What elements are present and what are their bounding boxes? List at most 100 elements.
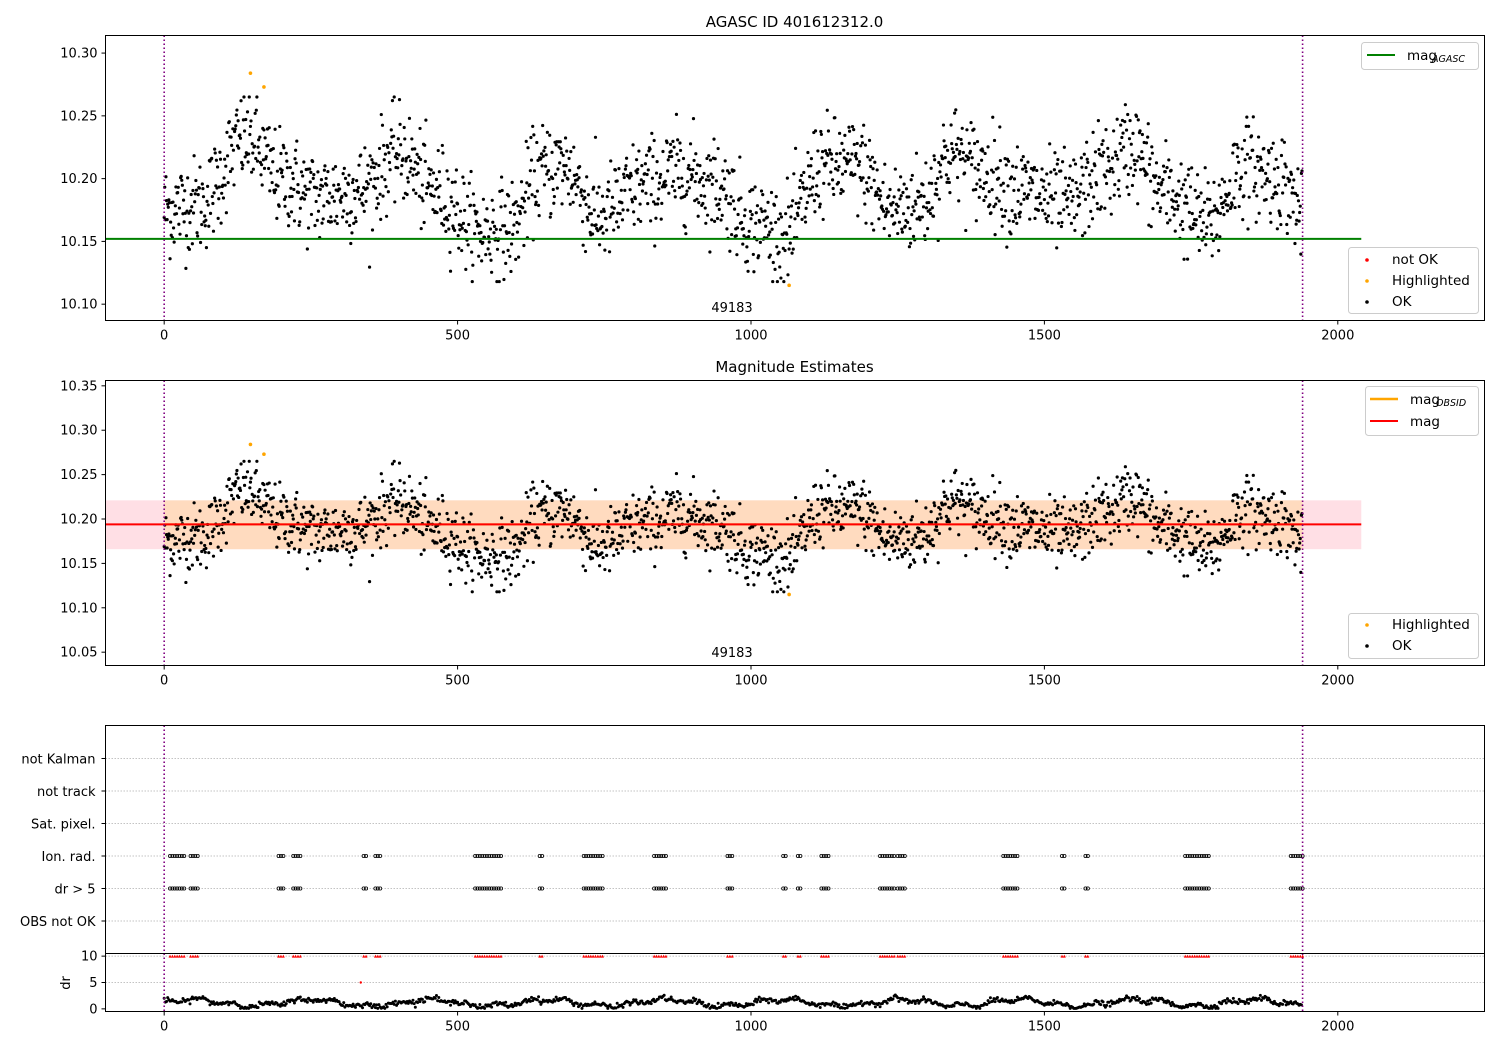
ok-point xyxy=(1171,189,1175,193)
ok-point xyxy=(335,214,339,218)
ok-point xyxy=(870,222,874,226)
ok-point xyxy=(457,566,461,570)
ok-point xyxy=(1068,517,1072,521)
ok-point xyxy=(236,119,240,123)
ok-point xyxy=(583,530,587,535)
ok-point xyxy=(1018,544,1022,548)
ok-point xyxy=(173,204,177,208)
ok-point xyxy=(402,481,406,485)
ok-point xyxy=(187,567,192,571)
ok-point xyxy=(521,537,525,542)
ok-point xyxy=(825,108,829,112)
ok-point xyxy=(1037,195,1041,199)
ok-point xyxy=(379,217,383,221)
ok-point xyxy=(322,168,326,172)
dr-point xyxy=(292,1001,296,1005)
ok-point xyxy=(416,162,420,166)
ok-point xyxy=(427,184,432,188)
ok-point xyxy=(937,197,941,201)
ok-point xyxy=(1106,502,1110,506)
ok-point xyxy=(525,520,529,524)
ok-point xyxy=(177,222,181,226)
y-tick-label: dr > 5 xyxy=(54,883,95,898)
ok-point xyxy=(397,461,402,465)
ok-point xyxy=(1096,119,1100,123)
ok-point xyxy=(269,513,273,517)
dr-point xyxy=(226,1000,230,1004)
ok-point xyxy=(345,220,349,224)
ok-point xyxy=(494,553,498,557)
ok-point xyxy=(590,232,595,236)
ok-point xyxy=(495,590,499,594)
ok-point xyxy=(653,535,657,539)
ok-point xyxy=(813,540,817,545)
ok-point xyxy=(1212,180,1216,185)
ok-point xyxy=(406,180,410,184)
x-tick-label: 1500 xyxy=(1028,329,1061,344)
ok-point xyxy=(377,508,381,512)
ok-point xyxy=(878,525,882,530)
ok-point xyxy=(801,181,805,185)
ok-point xyxy=(432,194,436,198)
ok-point xyxy=(518,211,522,216)
ok-point xyxy=(448,569,452,573)
p2-lines xyxy=(163,725,1304,954)
ok-point xyxy=(323,508,327,512)
ok-point xyxy=(996,509,1000,514)
ok-point xyxy=(552,201,556,205)
dr-point xyxy=(494,1000,498,1004)
ok-point xyxy=(1053,527,1058,531)
ok-point xyxy=(1074,180,1078,185)
ok-point xyxy=(339,200,343,204)
ok-point xyxy=(392,487,396,491)
dr-point xyxy=(393,999,397,1003)
dr-gt-5-point xyxy=(783,886,788,891)
ok-point xyxy=(458,228,462,232)
ok-point xyxy=(377,496,382,500)
ok-point xyxy=(463,539,467,544)
ok-point xyxy=(1089,540,1093,544)
ok-point xyxy=(599,540,603,545)
ok-point xyxy=(217,185,221,189)
ok-point xyxy=(1179,162,1183,166)
ok-point xyxy=(705,156,709,161)
ok-point xyxy=(595,527,599,531)
ok-point xyxy=(741,563,745,567)
ok-point xyxy=(191,211,196,215)
ok-point xyxy=(478,550,482,554)
ok-point xyxy=(836,180,841,185)
ok-point xyxy=(386,190,390,194)
highlighted-point xyxy=(248,71,253,75)
ok-point xyxy=(375,538,379,542)
ok-point xyxy=(234,124,238,128)
ok-point xyxy=(814,192,818,197)
ok-point xyxy=(724,529,728,533)
ok-point xyxy=(273,482,277,486)
ok-point xyxy=(1111,512,1115,516)
ok-point xyxy=(1122,145,1126,149)
ok-point xyxy=(374,162,378,166)
dr-point xyxy=(304,998,308,1002)
ok-point xyxy=(196,193,200,197)
ok-point xyxy=(1065,205,1069,209)
ok-point xyxy=(615,547,619,552)
ok-point xyxy=(506,568,510,572)
ok-point xyxy=(632,549,636,553)
ion-rad-point xyxy=(499,854,504,859)
ok-point xyxy=(424,118,428,122)
ok-point xyxy=(832,192,836,197)
ok-point xyxy=(224,164,228,168)
dr-point xyxy=(669,995,673,999)
ok-point xyxy=(394,152,399,156)
ok-point xyxy=(664,183,668,187)
ok-point xyxy=(596,554,600,558)
ok-point xyxy=(1268,211,1272,215)
ok-point xyxy=(311,159,315,164)
ok-point xyxy=(807,529,811,533)
y-tick-label: 10.25 xyxy=(60,109,97,124)
ok-point xyxy=(1183,178,1187,182)
ok-point xyxy=(254,108,258,112)
ion-rad-point xyxy=(473,854,478,859)
ok-point xyxy=(866,189,870,193)
ok-point xyxy=(1275,192,1279,196)
